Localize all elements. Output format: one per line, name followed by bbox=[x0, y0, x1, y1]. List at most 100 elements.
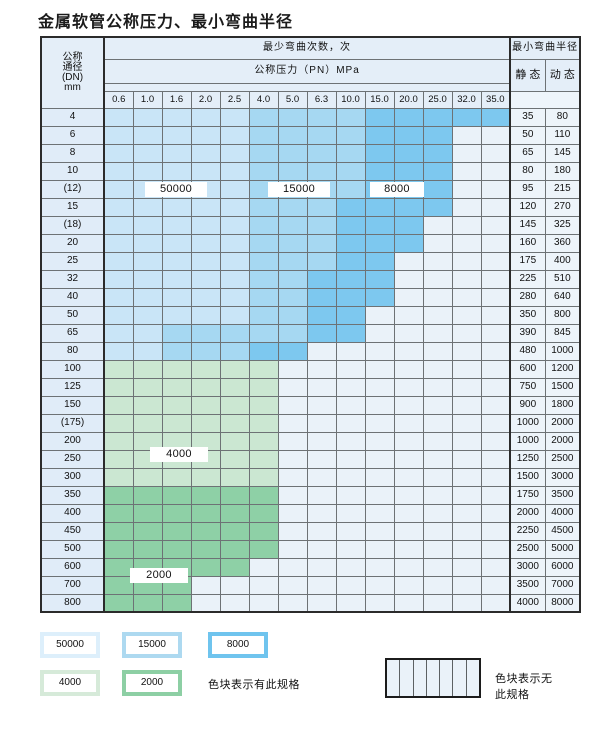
cell-200-10.0 bbox=[335, 431, 366, 451]
legend-swatch-label: 50000 bbox=[44, 636, 96, 654]
cell-4-15.0 bbox=[364, 107, 395, 127]
row-dn-600: 600 bbox=[40, 557, 105, 577]
table-row: 10 80 180 bbox=[40, 161, 581, 181]
cell-150-0.6 bbox=[103, 395, 134, 415]
cell-350-15.0 bbox=[364, 485, 395, 505]
cell-8-35.0 bbox=[480, 143, 512, 163]
cell-4-25.0 bbox=[422, 107, 453, 127]
cell-(12)-0.6 bbox=[103, 179, 134, 199]
cell-400-2.5 bbox=[219, 503, 250, 523]
cell-150-20.0 bbox=[393, 395, 424, 415]
cell-500-15.0 bbox=[364, 539, 395, 559]
cell-15-4.0 bbox=[248, 197, 279, 217]
row-static-radius: 35 bbox=[509, 107, 546, 127]
cell-15-2.0 bbox=[190, 197, 221, 217]
cell-400-4.0 bbox=[248, 503, 279, 523]
cell-250-5.0 bbox=[277, 449, 308, 469]
cell-4-2.5 bbox=[219, 107, 250, 127]
cell-150-1.0 bbox=[132, 395, 163, 415]
row-dn-100: 100 bbox=[40, 359, 105, 379]
cell-50-32.0 bbox=[451, 305, 482, 325]
cell-300-32.0 bbox=[451, 467, 482, 487]
cell-800-0.6 bbox=[103, 593, 134, 613]
cell-4-1.0 bbox=[132, 107, 163, 127]
legend-swatch-label: 8000 bbox=[212, 636, 264, 654]
cell-800-2.5 bbox=[219, 593, 250, 613]
cell-300-6.3 bbox=[306, 467, 337, 487]
row-dynamic-radius: 4500 bbox=[544, 521, 581, 541]
cell-450-15.0 bbox=[364, 521, 395, 541]
cell-32-25.0 bbox=[422, 269, 453, 289]
cell-32-15.0 bbox=[364, 269, 395, 289]
cell-32-0.6 bbox=[103, 269, 134, 289]
cell-250-20.0 bbox=[393, 449, 424, 469]
cell-350-10.0 bbox=[335, 485, 366, 505]
cell-65-6.3 bbox=[306, 323, 337, 343]
cell-80-35.0 bbox=[480, 341, 512, 361]
cell-300-25.0 bbox=[422, 467, 453, 487]
legend-swatch-4000: 4000 bbox=[40, 670, 100, 696]
header-pressure-0.6: 0.6 bbox=[103, 90, 134, 109]
cell-50-2.0 bbox=[190, 305, 221, 325]
cell-80-2.0 bbox=[190, 341, 221, 361]
cell-(175)-6.3 bbox=[306, 413, 337, 433]
cell-600-4.0 bbox=[248, 557, 279, 577]
table-row: 40 280 640 bbox=[40, 287, 581, 307]
row-dynamic-radius: 270 bbox=[544, 197, 581, 217]
cell-8-5.0 bbox=[277, 143, 308, 163]
cell-15-5.0 bbox=[277, 197, 308, 217]
table-body: 4 35 80 6 50 110 8 65 145 10 80 180 (12) 95 215 15 120 27… bbox=[40, 107, 581, 613]
cell-100-2.0 bbox=[190, 359, 221, 379]
cell-100-1.6 bbox=[161, 359, 192, 379]
row-dynamic-radius: 180 bbox=[544, 161, 581, 181]
cell-100-25.0 bbox=[422, 359, 453, 379]
cell-10-20.0 bbox=[393, 161, 424, 181]
legend-no-spec-text: 色块表示无此规格 bbox=[495, 672, 553, 701]
cell-400-1.6 bbox=[161, 503, 192, 523]
header-dn-line-4: mm bbox=[64, 81, 81, 93]
header-pressure-5.0: 5.0 bbox=[277, 90, 308, 109]
cell-25-1.6 bbox=[161, 251, 192, 271]
spec-table: 公称 通径 (DN) mm 最少弯曲次数，次 最小弯曲半径 公称压力（PN）MP… bbox=[40, 36, 582, 613]
cell-300-0.6 bbox=[103, 467, 134, 487]
cell-50-0.6 bbox=[103, 305, 134, 325]
cell-25-20.0 bbox=[393, 251, 424, 271]
row-dynamic-radius: 3500 bbox=[544, 485, 581, 505]
cell-(175)-0.6 bbox=[103, 413, 134, 433]
cell-700-2.0 bbox=[190, 575, 221, 595]
row-dynamic-radius: 2000 bbox=[544, 431, 581, 451]
cell-65-1.6 bbox=[161, 323, 192, 343]
cell-125-25.0 bbox=[422, 377, 453, 397]
cell-65-5.0 bbox=[277, 323, 308, 343]
cell-125-1.6 bbox=[161, 377, 192, 397]
header-pressure-32.0: 32.0 bbox=[451, 90, 482, 109]
table-row: 6 50 110 bbox=[40, 125, 581, 145]
cell-20-25.0 bbox=[422, 233, 453, 253]
cell-250-6.3 bbox=[306, 449, 337, 469]
cell-500-1.6 bbox=[161, 539, 192, 559]
cell-15-1.0 bbox=[132, 197, 163, 217]
cell-200-20.0 bbox=[393, 431, 424, 451]
cell-(12)-2.5 bbox=[219, 179, 250, 199]
cell-350-4.0 bbox=[248, 485, 279, 505]
table-row: 450 2250 4500 bbox=[40, 521, 581, 541]
cell-350-5.0 bbox=[277, 485, 308, 505]
cell-10-2.0 bbox=[190, 161, 221, 181]
cell-(175)-1.0 bbox=[132, 413, 163, 433]
row-dn-50: 50 bbox=[40, 305, 105, 325]
row-static-radius: 120 bbox=[509, 197, 546, 217]
row-static-radius: 1750 bbox=[509, 485, 546, 505]
cell-25-10.0 bbox=[335, 251, 366, 271]
header-pressure-15.0: 15.0 bbox=[364, 90, 395, 109]
cell-125-15.0 bbox=[364, 377, 395, 397]
cell-(18)-20.0 bbox=[393, 215, 424, 235]
cell-(18)-0.6 bbox=[103, 215, 134, 235]
cell-150-2.5 bbox=[219, 395, 250, 415]
header-dn-line-1: 公称 bbox=[62, 51, 83, 63]
cell-600-10.0 bbox=[335, 557, 366, 577]
legend-swatch-label: 4000 bbox=[44, 674, 96, 692]
cell-150-5.0 bbox=[277, 395, 308, 415]
header-pressure-4.0: 4.0 bbox=[248, 90, 279, 109]
row-dynamic-radius: 800 bbox=[544, 305, 581, 325]
row-dn-(175): (175) bbox=[40, 413, 105, 433]
